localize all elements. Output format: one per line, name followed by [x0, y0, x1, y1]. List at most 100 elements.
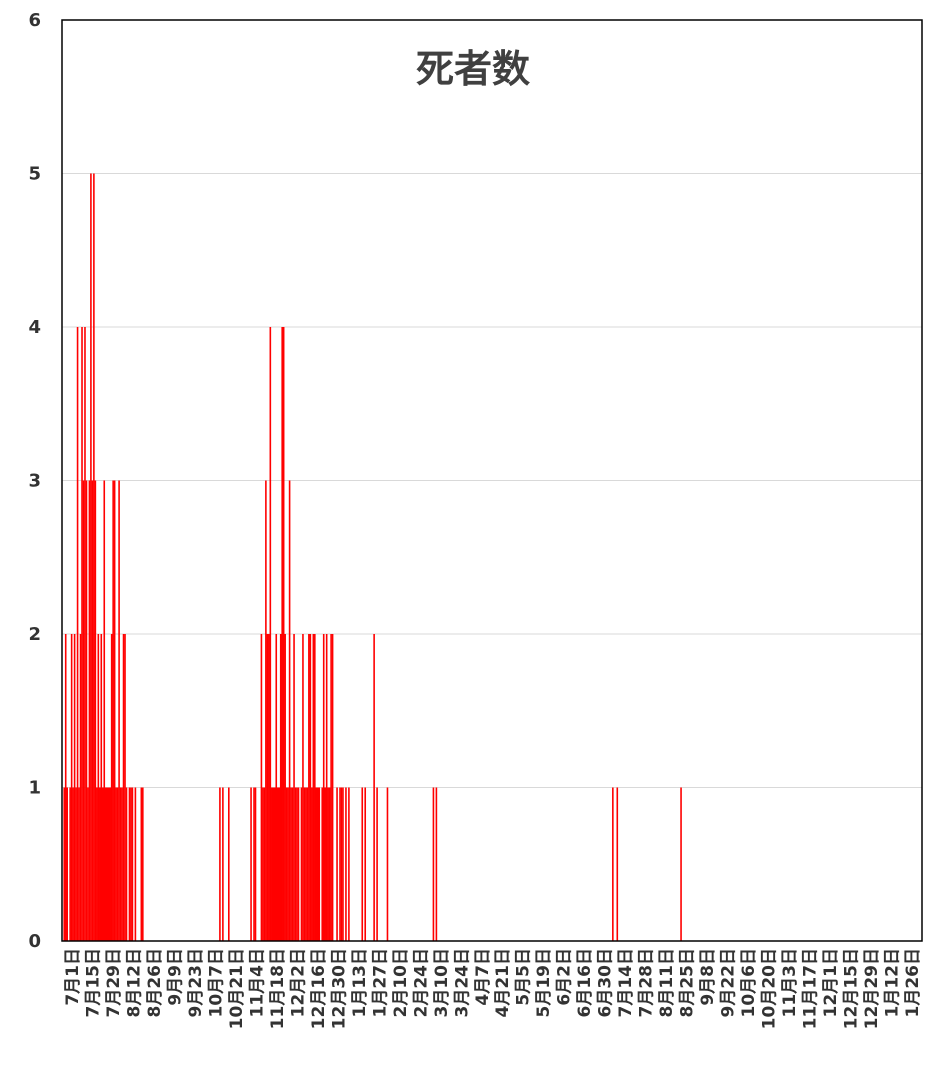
x-tick-label: 10月21日 — [227, 948, 247, 1029]
bar — [276, 787, 279, 941]
x-tick-label: 2月10日 — [391, 948, 411, 1018]
bar — [303, 787, 306, 941]
bar — [118, 480, 120, 941]
x-tick-label: 7月15日 — [84, 948, 104, 1018]
x-tick-label: 8月26日 — [145, 948, 165, 1018]
x-tick-label: 1月12日 — [882, 948, 902, 1018]
bar — [106, 787, 109, 941]
x-tick-label: 4月21日 — [493, 948, 513, 1018]
x-tick-label: 1月27日 — [370, 948, 390, 1018]
bar — [116, 787, 119, 941]
x-tick-label: 8月11日 — [657, 948, 677, 1018]
bar — [76, 327, 79, 941]
bar — [88, 480, 91, 941]
x-tick-label: 11月3日 — [780, 948, 800, 1018]
x-tick-label: 7月14日 — [616, 948, 636, 1018]
bar — [109, 787, 111, 941]
bar — [305, 787, 307, 941]
bar — [91, 480, 94, 941]
bar — [330, 634, 332, 941]
bar — [64, 634, 67, 941]
bar — [284, 634, 286, 941]
bar — [142, 787, 144, 941]
x-tick-label: 4月7日 — [473, 948, 493, 1006]
bar — [121, 787, 123, 941]
x-tick-label: 9月22日 — [719, 948, 739, 1018]
x-tick-label: 1月13日 — [350, 948, 370, 1018]
bar — [296, 787, 298, 941]
x-tick-label: 6月30日 — [596, 948, 616, 1018]
bar — [96, 787, 98, 941]
x-tick-label: 12月30日 — [329, 948, 349, 1029]
x-tick-label: 7月1日 — [63, 948, 83, 1006]
bar — [291, 787, 294, 941]
bar — [115, 787, 117, 941]
gridlines — [62, 173, 922, 788]
bar — [306, 787, 309, 941]
bar — [107, 787, 110, 941]
bar — [113, 480, 116, 941]
x-tick-label: 10月6日 — [739, 948, 759, 1018]
bar — [680, 787, 682, 941]
x-tick-label: 10月7日 — [207, 948, 227, 1018]
bar — [268, 634, 270, 941]
bar — [302, 634, 304, 941]
bar — [110, 634, 113, 941]
bar — [288, 480, 291, 941]
x-tick-label: 8月12日 — [125, 948, 145, 1018]
y-axis-ticks: 0 1 2 3 4 5 6 — [28, 10, 41, 952]
bar — [69, 787, 71, 941]
x-tick-label: 7月29日 — [104, 948, 124, 1018]
bar — [124, 634, 126, 941]
bar — [87, 787, 89, 941]
bar — [342, 787, 344, 941]
bar — [63, 787, 66, 941]
x-tick-label: 6月16日 — [575, 948, 595, 1018]
x-tick-label: 9月9日 — [166, 948, 186, 1006]
bar — [70, 634, 73, 941]
x-tick-label: 12月15日 — [841, 948, 861, 1029]
x-tick-label: 3月24日 — [452, 948, 472, 1018]
bar — [250, 787, 252, 941]
bar — [340, 787, 343, 941]
bar — [101, 787, 104, 941]
bar — [294, 787, 297, 941]
plot-border — [61, 19, 923, 942]
bar — [315, 787, 318, 941]
bar — [435, 787, 438, 941]
bar — [125, 787, 128, 941]
x-tick-label: 11月18日 — [268, 948, 288, 1029]
bar — [290, 787, 292, 941]
bar — [104, 787, 107, 941]
bar — [75, 787, 77, 941]
bar — [262, 787, 264, 941]
bar-series — [63, 173, 682, 941]
bar — [228, 787, 230, 941]
x-tick-label: 11月4日 — [248, 948, 268, 1018]
bar — [325, 634, 328, 941]
bar — [94, 480, 97, 941]
y-tick-label: 2 — [28, 624, 41, 645]
bar — [103, 480, 106, 941]
bar — [131, 787, 134, 941]
bar — [140, 787, 143, 941]
bar — [72, 787, 74, 941]
bar — [253, 787, 255, 941]
bar — [327, 787, 329, 941]
bar — [266, 634, 269, 941]
x-tick-label: 12月2日 — [289, 948, 309, 1018]
x-tick-label: 9月8日 — [698, 948, 718, 1006]
bar — [82, 480, 85, 941]
x-tick-label: 12月16日 — [309, 948, 329, 1029]
bar — [222, 787, 224, 941]
x-tick-label: 7月28日 — [637, 948, 657, 1018]
bar — [308, 634, 310, 941]
bar — [90, 173, 92, 941]
bar — [331, 634, 334, 941]
bar — [348, 787, 350, 941]
bar — [254, 787, 257, 941]
bar — [130, 787, 132, 941]
x-tick-label: 6月2日 — [555, 948, 575, 1006]
bar — [85, 480, 88, 941]
bar — [84, 327, 86, 941]
